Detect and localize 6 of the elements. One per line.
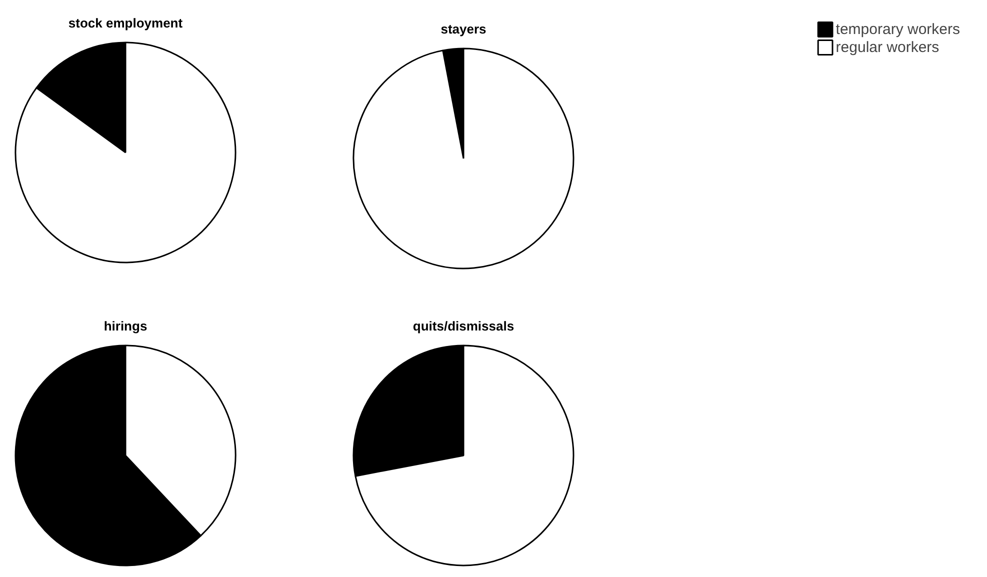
chart-title: stayers <box>440 22 486 36</box>
chart-title: stock employment <box>68 16 184 30</box>
chart-title: hirings <box>104 318 148 334</box>
legend-label: temporary workers <box>836 20 960 38</box>
legend-label: regular workers <box>836 38 940 56</box>
chart-title: quits/dismissals <box>412 318 514 334</box>
